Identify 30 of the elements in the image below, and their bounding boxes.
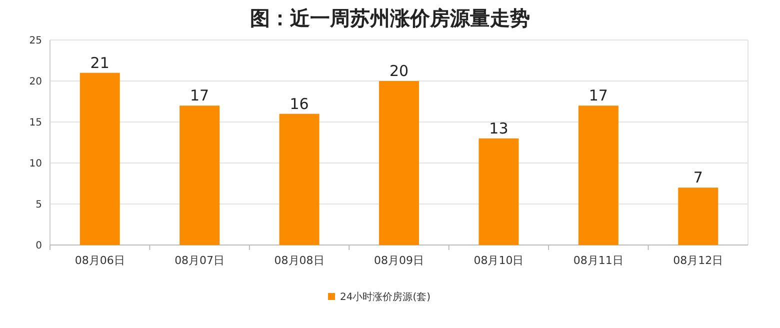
x-tick-label: 08月12日 (673, 254, 724, 267)
bar (478, 138, 519, 245)
x-tick-label: 08月09日 (374, 254, 424, 267)
x-tick-label: 08月07日 (174, 254, 225, 267)
y-tick-label: 0 (36, 240, 42, 252)
data-label: 20 (389, 62, 409, 80)
data-label: 7 (693, 168, 703, 187)
bar (279, 114, 320, 245)
x-tick-label: 08月06日 (74, 254, 125, 267)
bar (678, 188, 718, 245)
x-tick-label: 08月11日 (573, 254, 624, 267)
bar (578, 106, 618, 245)
data-label: 13 (489, 119, 508, 138)
y-tick-label: 5 (36, 200, 42, 210)
x-tick-label: 08月08日 (274, 254, 324, 267)
x-tick-label: 08月10日 (474, 254, 524, 267)
data-label: 16 (290, 94, 309, 113)
data-label: 21 (90, 54, 110, 72)
chart-title: 图：近一周苏州涨价房源量走势 (250, 6, 530, 30)
data-label: 17 (190, 86, 210, 105)
legend-label: 24小时涨价房源(套) (340, 291, 431, 303)
bar (180, 106, 220, 245)
y-tick-label: 15 (29, 118, 42, 128)
bar (80, 72, 120, 245)
y-tick-label: 25 (29, 36, 42, 46)
bar (379, 81, 419, 245)
legend: 24小时涨价房源(套) (328, 292, 431, 303)
y-tick-label: 10 (29, 158, 42, 170)
data-label: 17 (588, 86, 608, 105)
y-tick-label: 20 (29, 76, 42, 88)
